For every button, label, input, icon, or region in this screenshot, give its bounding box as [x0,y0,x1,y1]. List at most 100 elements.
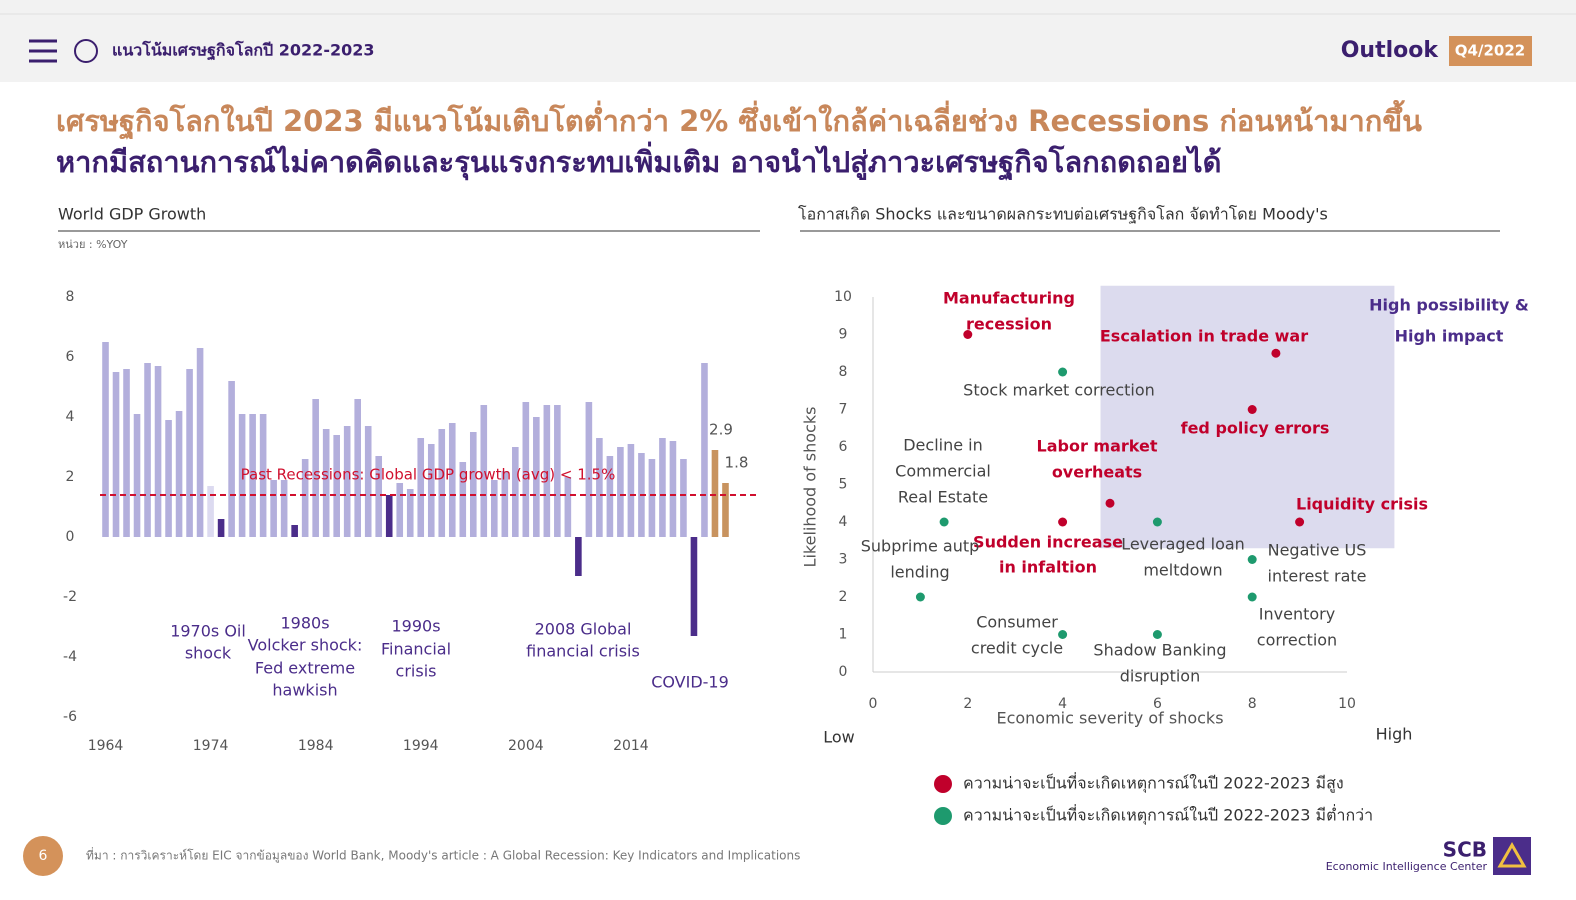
point-label: Liquidity crisis [1296,495,1428,514]
bar [217,519,225,537]
y-tick-label: 6 [839,439,848,455]
highlight-label: High impact [1395,327,1504,346]
bar [196,348,204,537]
logo-sub: Economic Intelligence Center [1326,860,1488,873]
badge-box [1449,36,1532,66]
x-high-label: High [1376,725,1413,744]
badge: Q4/2022 [1455,42,1525,60]
y-tick-label: 9 [839,327,848,343]
y-tick-label: 2 [839,589,848,605]
menu-icon[interactable] [29,39,57,63]
point [1152,630,1162,639]
point-label: fed policy errors [1181,419,1330,438]
brand: Outlook [1341,38,1440,63]
bar [343,426,351,537]
point-label: Escalation in trade war [1100,327,1308,346]
bar [627,444,635,537]
value-label: 1.8 [725,454,749,472]
annotation: 1970s Oil [170,622,246,641]
bar [491,480,498,537]
y-tick-label: 1 [839,627,848,643]
point-label: lending [890,563,949,582]
y-tick-label: 3 [839,552,848,568]
legend-marker [934,807,952,825]
point-label: Sudden increase [973,533,1123,552]
bar [133,414,141,537]
annotation: Volcker shock: [248,636,363,655]
annotation: shock [185,644,232,663]
point-label: recession [966,315,1052,334]
point [1105,498,1115,508]
point-label: Manufacturing [943,289,1075,308]
bar [270,480,277,537]
bar [533,417,540,537]
point [1295,517,1305,527]
bar [280,480,288,537]
bar [596,438,603,537]
point-label: in infaltion [999,558,1097,577]
bar [238,414,246,537]
y-tick-label: -6 [63,709,77,725]
y-tick-label: 4 [66,409,75,425]
point [1058,517,1068,527]
page-badge [23,836,63,876]
logo-text: SCB [1443,838,1487,862]
y-axis-label: Likelihood of shocks [801,407,820,568]
point-label: Real Estate [898,488,988,507]
point-label: disruption [1120,667,1200,686]
point-label: Inventory [1259,605,1335,624]
bar [364,426,372,537]
bar [207,486,214,537]
bar [112,372,120,537]
annotation: 2008 Global [535,620,632,639]
bar [322,429,330,537]
point [1271,348,1281,358]
x-tick-label: 1984 [298,738,334,754]
y-tick-label: 0 [839,664,848,680]
legend-label: ความน่าจะเป็นที่จะเกิดเหตุการณ์ในปี 2022… [963,772,1344,794]
y-tick-label: 10 [834,289,852,305]
bar [259,414,267,537]
bar [459,462,467,537]
point-label: interest rate [1268,567,1367,586]
bar [375,456,383,537]
y-tick-label: -2 [63,589,77,605]
y-tick-label: 8 [839,364,848,380]
legend-marker [934,775,952,793]
bar [543,405,551,537]
headline-2: หากมีสถานการณ์ไม่คาดคิดและรุนแรงกระทบเพิ… [56,141,1221,181]
bar [680,459,687,537]
point-label: Negative US [1268,541,1367,560]
logo-glyph [1497,841,1527,868]
bar [722,483,729,537]
point-label: credit cycle [971,639,1063,658]
point-label: overheats [1052,463,1142,482]
annotation: 1990s [391,617,440,636]
point-label: Stock market correction [963,381,1155,400]
unit-label: หน่วย : %YOY [58,238,128,251]
point [1058,367,1068,377]
point [1247,592,1257,602]
bar [291,525,298,537]
point-label: Commercial [895,462,991,481]
header-title: แนวโน้มเศรษฐกิจโลกปี 2022-2023 [112,40,374,61]
bar [690,537,698,636]
x-tick-label: 4 [1058,696,1067,712]
reference-label: Past Recessions: Global GDP growth (avg)… [241,466,616,484]
bar [427,444,435,537]
bar [564,477,572,537]
point [1152,517,1162,527]
y-tick-label: 0 [66,529,75,545]
y-tick-label: -4 [63,649,77,665]
bar [186,369,193,537]
bar [312,399,319,537]
x-tick-label: 6 [1153,696,1162,712]
bar [480,405,488,537]
y-tick-label: 6 [66,349,75,365]
point [1247,405,1257,414]
bar [659,438,666,537]
y-tick-label: 8 [66,289,75,305]
bar [417,438,425,537]
